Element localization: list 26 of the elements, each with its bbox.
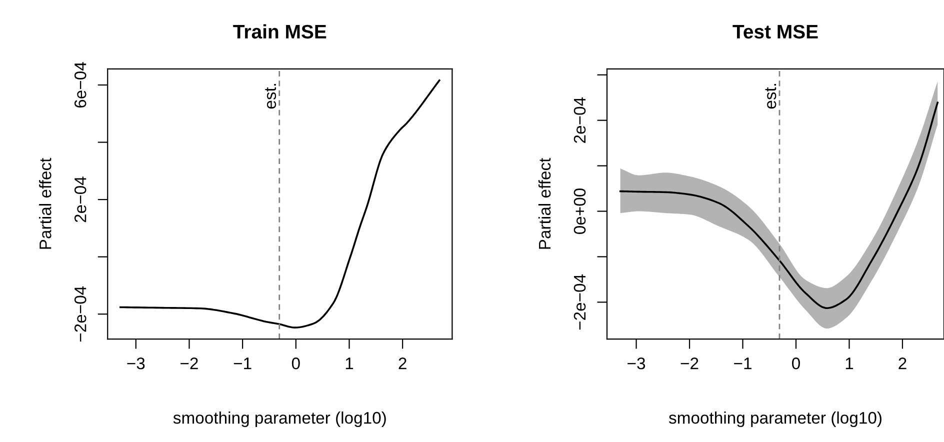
x-tick-label: −2	[180, 358, 198, 370]
x-tick-label: 0	[792, 358, 800, 370]
y-axis-title: Partial effect	[39, 158, 52, 249]
x-tick-label: 0	[292, 358, 300, 370]
x-axis-title: smoothing parameter (log10)	[668, 411, 882, 428]
x-tick-label: −1	[234, 358, 252, 370]
y-axis-title: Partial effect	[538, 158, 551, 249]
chart-title: Train MSE	[233, 24, 326, 39]
x-tick-label: −3	[628, 358, 646, 370]
ref-line-label: est.	[265, 84, 276, 109]
x-tick-label: −2	[680, 358, 698, 370]
x-tick-label: −1	[734, 358, 752, 370]
y-tick-label: 2e−04	[74, 176, 86, 222]
x-tick-label: 2	[398, 358, 406, 370]
x-tick-label: −3	[127, 358, 145, 370]
x-tick-label: 1	[346, 358, 354, 370]
x-tick-label: 1	[846, 358, 854, 370]
y-tick-label: −2e−04	[574, 274, 586, 330]
chart-title: Test MSE	[732, 24, 818, 39]
x-tick-label: 2	[898, 358, 906, 370]
y-tick-label: −2e−04	[74, 286, 86, 342]
y-tick-label: 0e+00	[574, 188, 586, 234]
y-tick-label: 2e−04	[574, 97, 586, 143]
x-axis-title: smoothing parameter (log10)	[173, 411, 386, 428]
ref-line-label: est.	[765, 84, 776, 109]
y-tick-label: 6e−04	[74, 62, 86, 108]
